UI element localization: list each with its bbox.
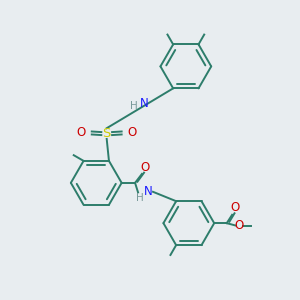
Text: N: N [140,97,149,110]
Text: O: O [128,126,137,139]
Text: O: O [230,201,239,214]
Text: O: O [140,161,149,174]
Text: S: S [103,127,111,140]
Text: O: O [235,219,244,232]
Text: O: O [77,126,86,139]
Text: H: H [130,101,138,111]
Text: H: H [136,193,143,203]
Text: N: N [144,185,153,198]
